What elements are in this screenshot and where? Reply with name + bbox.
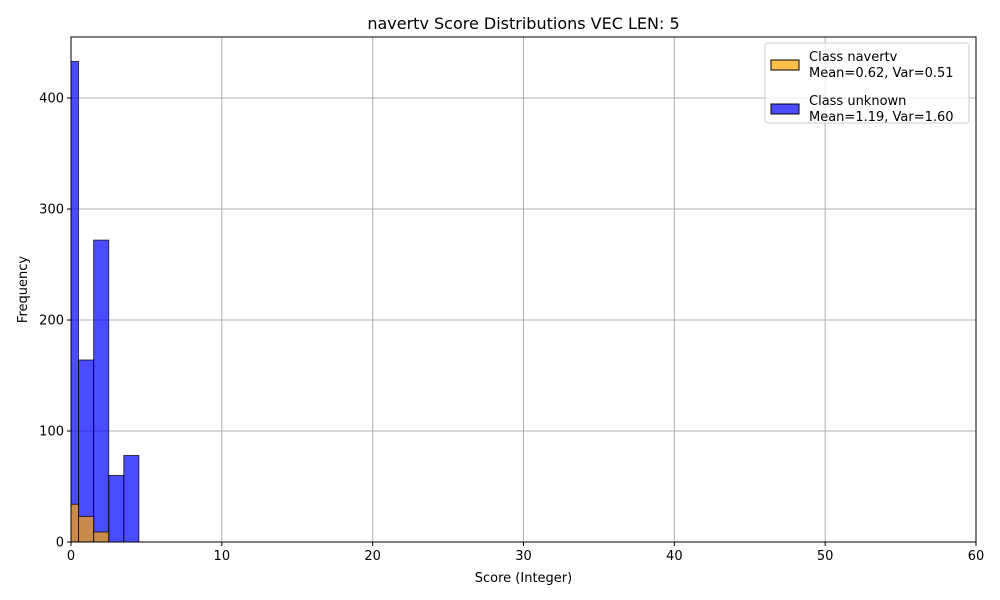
ticks: 0 10 20 30 40 50 60 0 100 200 300 400 xyxy=(39,92,984,564)
legend-box xyxy=(764,42,970,124)
bar-navertv xyxy=(93,531,110,543)
y-tick-label: 400 xyxy=(39,92,64,107)
y-tick-label: 200 xyxy=(39,314,64,329)
x-tick-label: 0 xyxy=(67,549,75,564)
y-axis-label: Frequency xyxy=(16,256,31,323)
x-tick-label: 30 xyxy=(515,549,532,564)
x-tick-label: 40 xyxy=(666,549,683,564)
x-tick-label: 10 xyxy=(214,549,231,564)
bar-unknown xyxy=(93,239,110,543)
y-tick-label: 0 xyxy=(56,536,64,551)
y-tick-label: 300 xyxy=(39,203,64,218)
x-tick-label: 60 xyxy=(968,549,985,564)
legend-swatch-unknown xyxy=(770,103,800,115)
legend-label-navertv: Class navertv xyxy=(809,50,898,65)
chart-title: navertv Score Distributions VEC LEN: 5 xyxy=(367,14,679,33)
bar-navertv xyxy=(70,503,80,543)
bar-navertv xyxy=(78,515,95,543)
bar-unknown xyxy=(70,60,80,543)
legend-stats-unknown: Mean=1.19, Var=1.60 xyxy=(809,110,954,125)
legend-swatch-navertv xyxy=(770,59,800,71)
legend: Class navertv Mean=0.62, Var=0.51 Class … xyxy=(764,42,970,125)
legend-label-unknown: Class unknown xyxy=(809,94,906,109)
bars xyxy=(70,60,140,543)
x-tick-label: 50 xyxy=(817,549,834,564)
bar-unknown xyxy=(108,474,125,543)
legend-stats-navertv: Mean=0.62, Var=0.51 xyxy=(809,66,954,81)
bar-unknown xyxy=(78,359,95,543)
y-tick-label: 100 xyxy=(39,425,64,440)
bar-unknown xyxy=(123,454,140,543)
x-tick-label: 20 xyxy=(364,549,381,564)
x-axis-label: Score (Integer) xyxy=(475,571,572,586)
